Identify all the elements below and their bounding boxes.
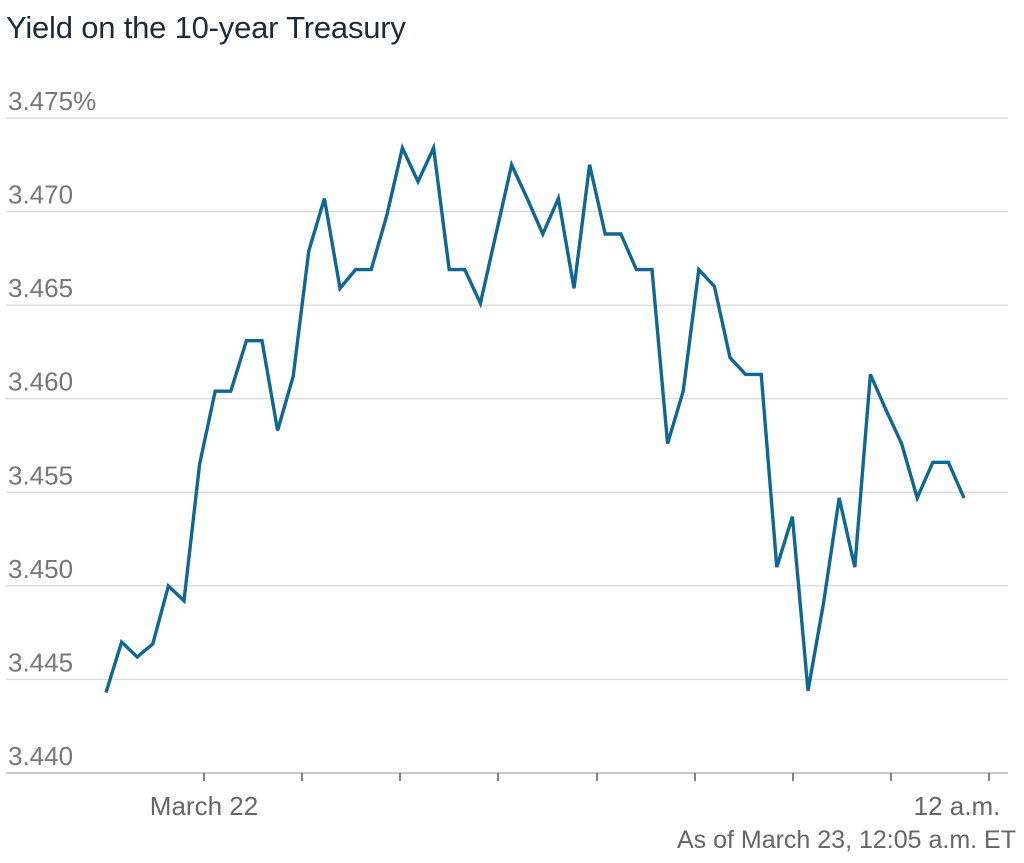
y-tick-label: 3.460: [8, 367, 73, 397]
y-tick-label: 3.440: [8, 741, 73, 771]
x-tick-label: 12 a.m.: [914, 791, 1001, 821]
y-tick-label: 3.455: [8, 460, 73, 490]
y-tick-label: 3.445: [8, 647, 73, 677]
x-tick-label: March 22: [150, 791, 258, 821]
chart-title: Yield on the 10-year Treasury: [6, 10, 406, 45]
y-tick-label: 3.470: [8, 180, 73, 210]
y-tick-label: 3.450: [8, 554, 73, 584]
as-of-note: As of March 23, 12:05 a.m. ET: [676, 826, 1016, 854]
y-tick-label: 3.475%: [8, 86, 96, 116]
y-tick-label: 3.465: [8, 273, 73, 303]
yield-series-line: [104, 141, 966, 694]
